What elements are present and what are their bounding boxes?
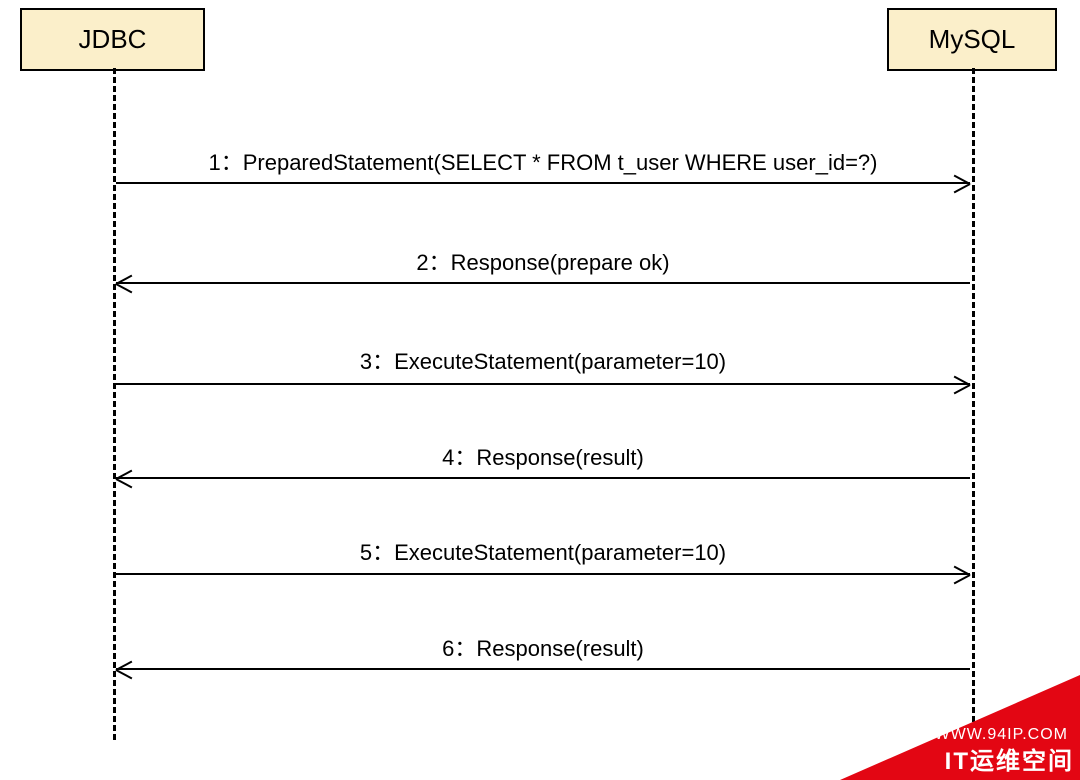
msg-4-label: 4：Response(result) bbox=[113, 440, 973, 472]
msg-4-arrow bbox=[116, 477, 970, 479]
msg-5-arrow bbox=[116, 573, 970, 575]
msg-2-label: 2：Response(prepare ok) bbox=[113, 245, 973, 277]
msg-6-label: 6：Response(result) bbox=[113, 631, 973, 663]
msg-1-arrow bbox=[116, 182, 970, 184]
participant-mysql: MySQL bbox=[887, 8, 1057, 71]
watermark-main: IT运维空间 bbox=[945, 741, 1074, 776]
msg-3-label: 3：ExecuteStatement(parameter=10) bbox=[113, 344, 973, 376]
participant-jdbc: JDBC bbox=[20, 8, 205, 71]
participant-jdbc-label: JDBC bbox=[79, 24, 147, 54]
participant-mysql-label: MySQL bbox=[929, 24, 1016, 54]
msg-3-arrow bbox=[116, 383, 970, 385]
msg-5-label: 5：ExecuteStatement(parameter=10) bbox=[113, 535, 973, 567]
msg-6-arrow bbox=[116, 668, 970, 670]
msg-2-arrow bbox=[116, 282, 970, 284]
msg-1-label: 1：PreparedStatement(SELECT * FROM t_user… bbox=[113, 145, 973, 177]
